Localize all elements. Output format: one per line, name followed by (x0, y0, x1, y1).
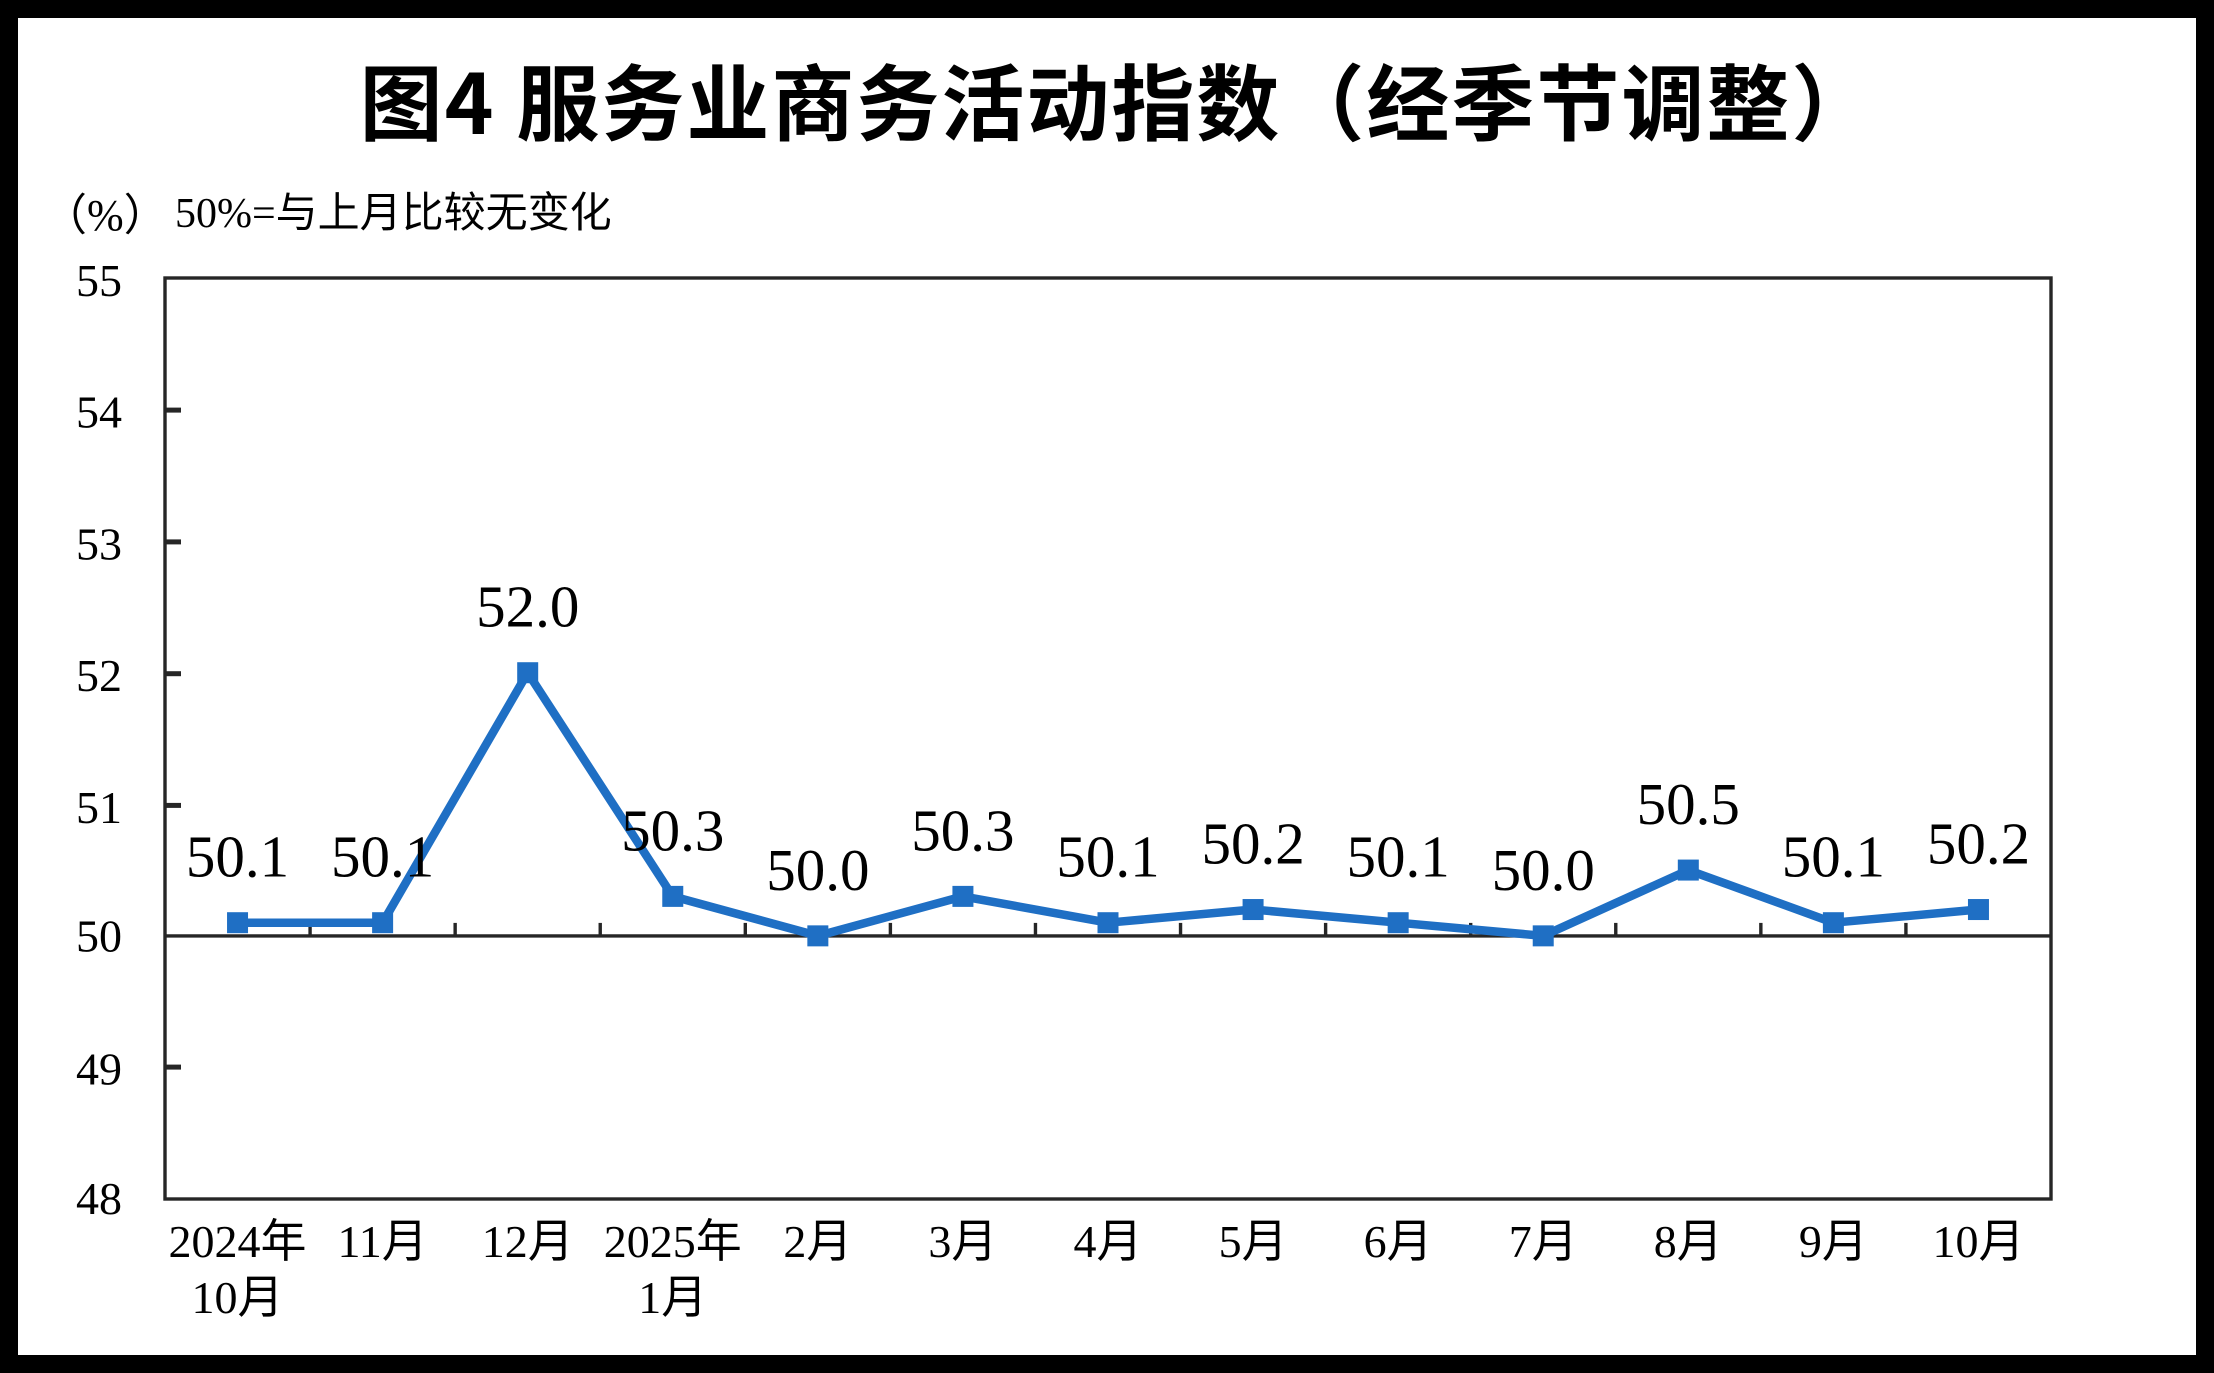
svg-text:2月: 2月 (783, 1216, 852, 1267)
svg-text:10月: 10月 (192, 1272, 284, 1323)
svg-text:51: 51 (76, 782, 122, 833)
svg-text:50.1: 50.1 (186, 824, 289, 890)
svg-text:54: 54 (76, 387, 122, 438)
svg-text:50.1: 50.1 (1056, 824, 1159, 890)
svg-text:50: 50 (76, 910, 122, 961)
svg-text:50.1: 50.1 (1782, 824, 1885, 890)
svg-text:6月: 6月 (1364, 1216, 1433, 1267)
svg-text:52: 52 (76, 650, 122, 701)
svg-text:8月: 8月 (1654, 1216, 1723, 1267)
svg-text:53: 53 (76, 518, 122, 569)
svg-text:50.0: 50.0 (1492, 837, 1595, 903)
svg-text:55: 55 (76, 255, 122, 306)
svg-text:4月: 4月 (1074, 1216, 1143, 1267)
svg-text:11月: 11月 (337, 1216, 427, 1267)
svg-text:49: 49 (76, 1044, 122, 1095)
svg-text:2024年: 2024年 (169, 1216, 307, 1267)
svg-text:50.5: 50.5 (1637, 771, 1740, 837)
svg-text:9月: 9月 (1799, 1216, 1868, 1267)
svg-text:50.2: 50.2 (1927, 811, 2030, 877)
svg-text:1月: 1月 (638, 1272, 707, 1323)
svg-text:50.3: 50.3 (621, 797, 724, 863)
svg-text:52.0: 52.0 (476, 574, 579, 640)
svg-text:5月: 5月 (1219, 1216, 1288, 1267)
svg-text:50.3: 50.3 (911, 797, 1014, 863)
svg-text:50.0: 50.0 (766, 837, 869, 903)
svg-text:3月: 3月 (928, 1216, 997, 1267)
svg-text:48: 48 (76, 1173, 122, 1224)
svg-text:50.1: 50.1 (1347, 824, 1450, 890)
svg-text:50.1: 50.1 (331, 824, 434, 890)
svg-text:10月: 10月 (1932, 1216, 2024, 1267)
svg-text:12月: 12月 (482, 1216, 574, 1267)
svg-text:50.2: 50.2 (1201, 811, 1304, 877)
svg-text:2025年: 2025年 (604, 1216, 742, 1267)
svg-text:7月: 7月 (1509, 1216, 1578, 1267)
